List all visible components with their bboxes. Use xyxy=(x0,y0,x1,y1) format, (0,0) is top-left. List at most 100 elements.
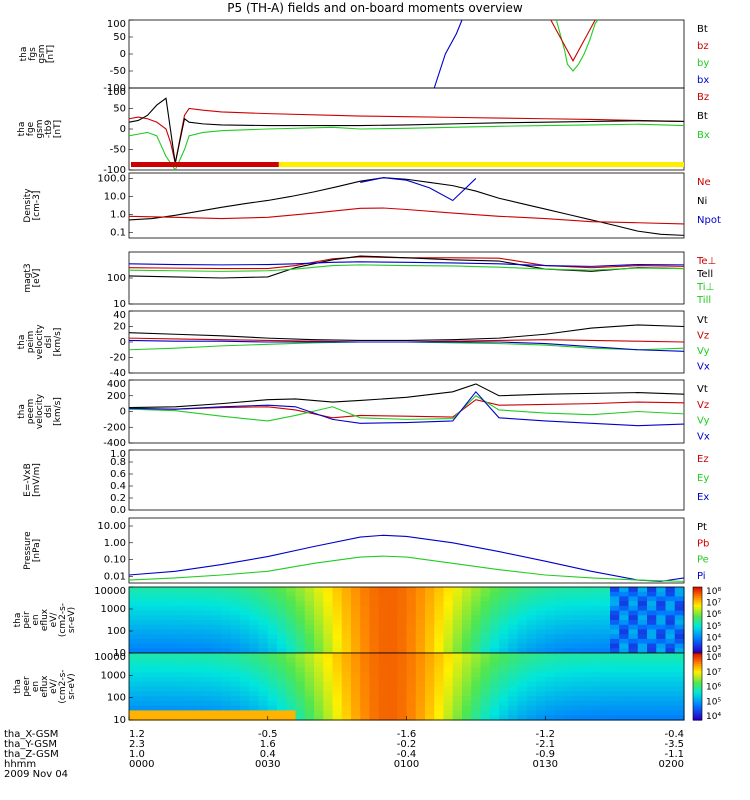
heatmap-cell xyxy=(378,605,389,612)
heatmap-cell xyxy=(212,657,223,664)
heatmap-cell xyxy=(175,648,186,654)
heatmap-cell xyxy=(360,643,371,649)
heatmap-cell xyxy=(147,643,158,649)
heatmap-cell xyxy=(674,648,685,654)
heatmap-cell xyxy=(499,676,509,683)
heatmap-cell xyxy=(378,700,389,707)
heatmap-cell xyxy=(221,605,232,612)
heatmap-cell xyxy=(230,691,241,697)
heatmap-cell xyxy=(443,591,454,598)
heatmap-cell xyxy=(628,624,639,631)
heatmap-cell xyxy=(619,587,630,593)
heatmap-cell xyxy=(341,710,352,716)
legend-label: bz xyxy=(697,41,709,52)
heatmap-cell xyxy=(610,596,620,602)
heatmap-cell xyxy=(304,601,315,607)
heatmap-cell xyxy=(628,605,639,612)
heatmap-cell xyxy=(415,643,426,649)
heatmap-cell xyxy=(138,715,149,721)
heatmap-cell xyxy=(212,686,223,692)
heatmap-cell xyxy=(674,596,685,602)
series-line-Vy xyxy=(128,341,685,351)
heatmap-cell xyxy=(443,629,454,635)
heatmap-cell xyxy=(212,601,223,607)
heatmap-cell xyxy=(619,624,630,631)
heatmap-cell xyxy=(295,715,306,721)
heatmap-cell xyxy=(129,705,139,712)
colorbar-segment xyxy=(693,684,702,688)
heatmap-cell xyxy=(415,715,426,721)
heatmap-cell xyxy=(230,591,241,598)
colorbar-segment xyxy=(693,670,702,674)
heatmap-cell xyxy=(258,676,269,683)
heatmap-cell xyxy=(360,686,371,692)
heatmap-cell xyxy=(230,672,241,678)
heatmap-cell xyxy=(508,691,519,697)
heatmap-cell xyxy=(471,657,482,664)
heatmap-cell xyxy=(360,705,371,712)
heatmap-cell xyxy=(230,643,241,649)
heatmap-cell xyxy=(267,605,278,612)
colorbar-segment xyxy=(693,628,702,632)
x-axis-value: -0.5 xyxy=(258,729,278,740)
heatmap-cell xyxy=(277,596,287,602)
heatmap-cell xyxy=(628,629,639,635)
heatmap-cell xyxy=(212,662,223,668)
heatmap-cell xyxy=(656,710,667,716)
heatmap-cell xyxy=(378,686,389,692)
heatmap-cell xyxy=(517,587,528,593)
heatmap-cell xyxy=(156,596,167,602)
heatmap-cell xyxy=(332,696,343,702)
heatmap-cell xyxy=(221,638,232,645)
heatmap-cell xyxy=(545,705,556,712)
heatmap-cell xyxy=(175,653,186,659)
heatmap-cell xyxy=(647,610,657,616)
heatmap-cell xyxy=(480,681,491,688)
heatmap-cell xyxy=(397,634,408,640)
heatmap-cell xyxy=(295,686,306,692)
colorbar-segment xyxy=(693,604,702,608)
colorbar-segment xyxy=(693,655,702,659)
heatmap-cell xyxy=(175,667,186,673)
heatmap-cell xyxy=(267,610,278,616)
heatmap-cell xyxy=(573,715,583,721)
series-line-Npot xyxy=(360,177,477,202)
colorbar-segment xyxy=(693,699,702,703)
heatmap-cell xyxy=(573,601,583,607)
heatmap-cell xyxy=(415,629,426,635)
heatmap-cell xyxy=(536,696,546,702)
y-axis-label: tha xyxy=(17,122,27,137)
y-tick-label: -20 xyxy=(110,353,126,364)
heatmap-cell xyxy=(647,634,657,640)
heatmap-cell xyxy=(295,634,306,640)
heatmap-cell xyxy=(221,715,232,721)
heatmap-cell xyxy=(526,587,537,593)
heatmap-cell xyxy=(193,672,204,678)
heatmap-cell xyxy=(452,591,463,598)
heatmap-cell xyxy=(147,648,158,654)
heatmap-cell xyxy=(526,696,537,702)
heatmap-cell xyxy=(619,601,630,607)
heatmap-cell xyxy=(674,657,685,664)
heatmap-cell xyxy=(415,672,426,678)
heatmap-cell xyxy=(637,672,648,678)
colorbar-segment xyxy=(693,613,702,617)
heatmap-cell xyxy=(212,596,223,602)
heatmap-cell xyxy=(129,591,139,598)
heatmap-cell xyxy=(295,605,306,612)
heatmap-cell xyxy=(425,681,435,688)
heatmap-cell xyxy=(434,686,445,692)
heatmap-cell xyxy=(582,700,593,707)
heatmap-cell xyxy=(443,653,454,659)
heatmap-cell xyxy=(610,629,620,635)
heatmap-cell xyxy=(304,710,315,716)
heatmap-cell xyxy=(545,686,556,692)
heatmap-cell xyxy=(499,715,509,721)
heatmap-cell xyxy=(637,653,648,659)
heatmap-cell xyxy=(674,676,685,683)
heatmap-cell xyxy=(221,691,232,697)
heatmap-cell xyxy=(351,643,361,649)
heatmap-cell xyxy=(267,653,278,659)
heatmap-cell xyxy=(489,676,500,683)
heatmap-cell xyxy=(277,615,287,621)
